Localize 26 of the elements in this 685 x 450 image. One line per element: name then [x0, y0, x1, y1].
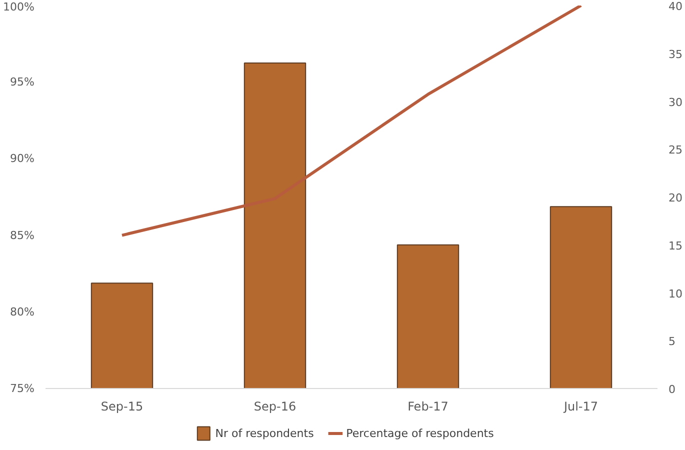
y-tick-label: 90%	[10, 152, 35, 166]
y2-tick-label: 0	[668, 383, 676, 396]
legend-label: Percentage of respondents	[346, 427, 494, 440]
y-tick-label: 100%	[3, 0, 35, 14]
y2-tick-label: 25	[668, 144, 682, 157]
y2-tick-label: 20	[668, 192, 682, 204]
bar	[244, 62, 306, 388]
y2-tick-label: 30	[668, 96, 682, 109]
x-tick-label: Sep-16	[254, 400, 296, 414]
y2-tick-label: 15	[668, 239, 682, 252]
x-tick-label: Sep-15	[100, 400, 144, 414]
bar	[550, 206, 612, 388]
y-tick-label: 85%	[10, 228, 35, 242]
y-tick-label: 95%	[10, 76, 35, 89]
bar	[90, 282, 154, 388]
y2-tick-label: 40	[668, 0, 682, 13]
line-series	[120, 6, 582, 237]
y-tick-label: 80%	[10, 305, 35, 318]
bar	[396, 244, 460, 388]
y2-tick-label: 35	[668, 48, 682, 61]
y-tick-label: 75%	[10, 382, 35, 395]
x-tick-label: Jul-17	[562, 400, 598, 414]
x-tick-label: Feb-17	[408, 400, 448, 414]
y2-tick-label: 10	[668, 287, 682, 300]
legend-label: Nr of respondents	[215, 427, 314, 440]
y2-tick-label: 5	[668, 335, 676, 348]
